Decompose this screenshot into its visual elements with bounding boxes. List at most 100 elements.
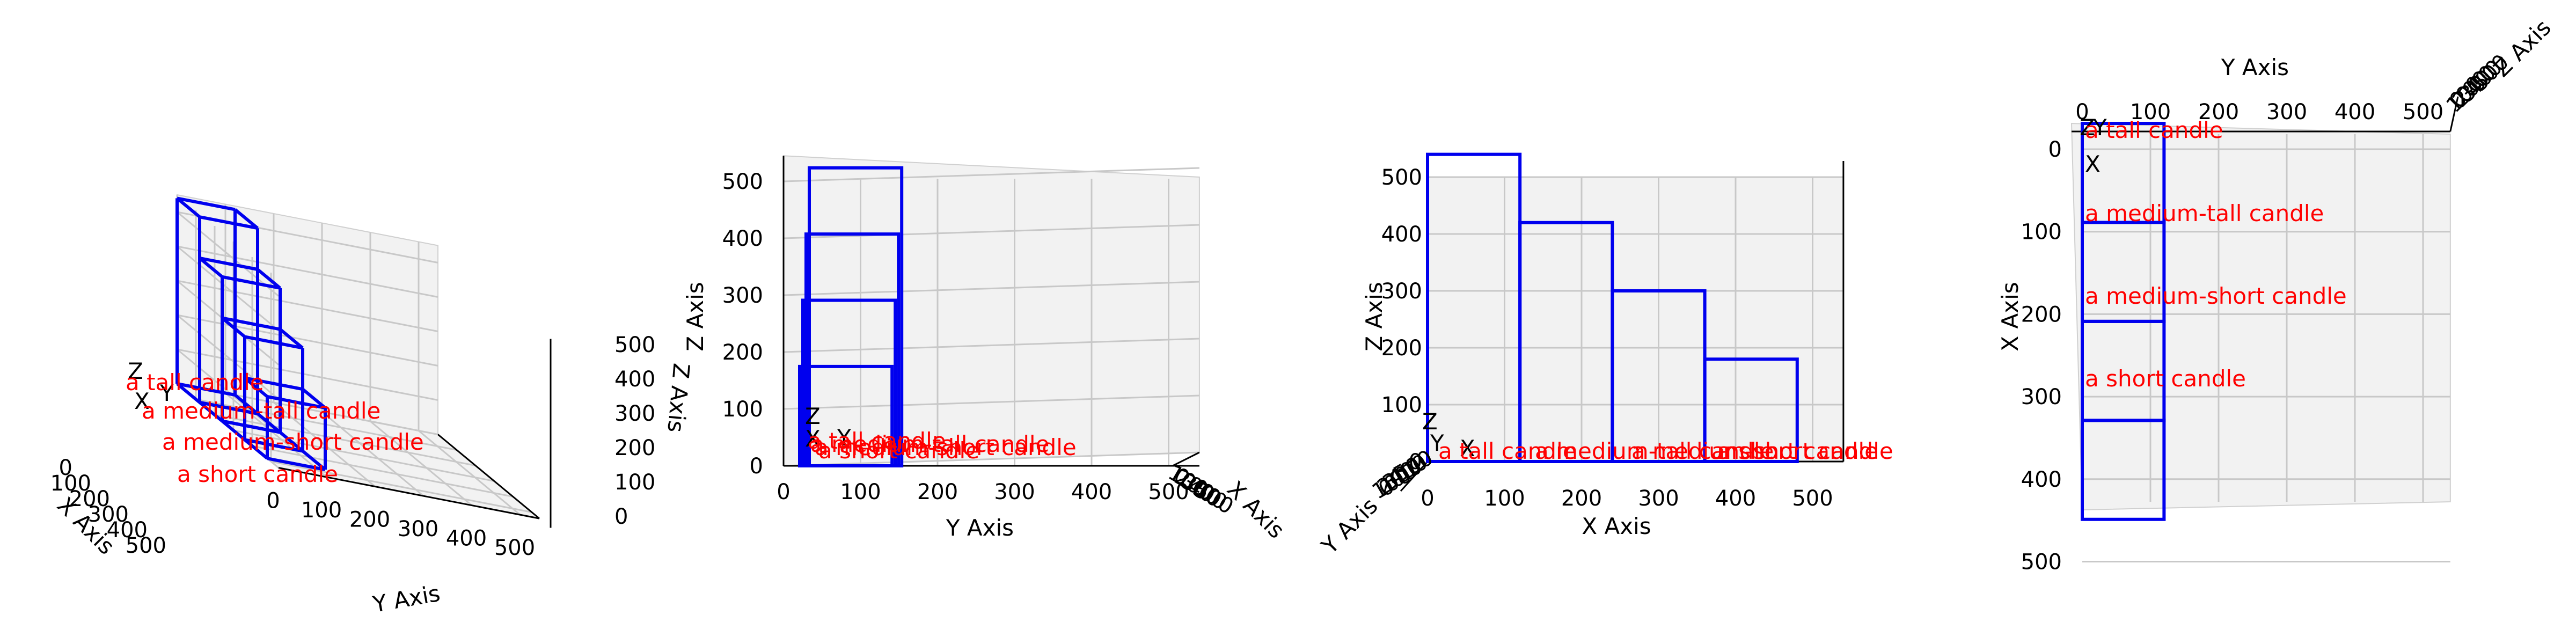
z-tick-label: 400: [1381, 222, 1422, 247]
x-tick-label: 0: [2048, 137, 2062, 162]
y-axis-label: Y Axis: [946, 515, 1014, 541]
y-axis-label: Y Axis: [370, 580, 442, 618]
x-tick-label: 500: [2021, 550, 2062, 575]
z-tick-label: 300: [614, 401, 655, 426]
grid-line: [370, 420, 472, 506]
y-axis-line: [1400, 460, 1429, 492]
candle-box-4: [243, 376, 327, 472]
grid-line: [177, 211, 279, 297]
z-tick-label: 100: [614, 470, 655, 495]
y-tick-label: 0: [266, 489, 280, 514]
x-tick-label: 100: [2021, 220, 2062, 245]
candle-label-1: a tall candle: [2085, 117, 2223, 143]
x-tick-label: 300: [2021, 385, 2062, 409]
x-tick-label: 300: [88, 502, 129, 527]
candle-label-2: a medium-tall candle: [142, 398, 380, 424]
candle-label-3: a medium-short candle: [815, 434, 1077, 460]
candle-box-1: [1426, 152, 1522, 463]
candle-label-4: a short candle: [2085, 365, 2246, 392]
x-tick-label: 0: [1421, 486, 1434, 511]
origin-y-label: Y: [2092, 114, 2107, 141]
z-tick-label: 200: [614, 436, 655, 460]
y-axis-label: Y Axis: [1316, 493, 1383, 560]
grid-line: [252, 445, 514, 497]
candle-box-4: [798, 364, 894, 467]
z-tick-label: 0: [750, 454, 763, 479]
x-tick-label: 400: [2021, 467, 2062, 492]
z-tick-label: 200: [1381, 336, 1422, 361]
y-tick-label: 500: [1148, 480, 1189, 504]
candle-box-4: [2081, 419, 2166, 521]
z-axis-line: [2449, 96, 2459, 132]
x-tick-label: 500: [1792, 486, 1833, 511]
origin-x-label: X: [805, 426, 821, 452]
candle-box-4: [1703, 357, 1799, 463]
origin-y-label: Y: [837, 425, 851, 451]
z-tick-label: 500: [1381, 165, 1422, 190]
grid-line: [321, 411, 424, 497]
origin-x-label: X: [2085, 151, 2101, 177]
x-axis-label: X Axis: [1997, 282, 2023, 351]
y-tick-label: 200: [349, 508, 390, 532]
grid-line: [783, 394, 1199, 410]
z-axis-label: Z Axis: [662, 362, 694, 434]
grid-line: [270, 460, 532, 513]
grid-line: [225, 392, 327, 478]
z-tick-label: 200: [722, 340, 763, 365]
x-axis-label: X Axis: [1582, 513, 1651, 539]
y-tick-label: 0: [777, 480, 790, 504]
z-tick-label: 400: [722, 226, 763, 251]
z-tick-label: 300: [1381, 279, 1422, 304]
x-tick-label: 200: [2021, 302, 2062, 327]
y-tick-label: 200: [917, 480, 958, 504]
x-tick-label: 400: [107, 518, 148, 543]
x-tick-label: 400: [1715, 486, 1756, 511]
y-tick-label: 400: [446, 526, 487, 551]
z-axis-label: Z Axis: [2489, 14, 2556, 82]
origin-x-label: X: [134, 388, 150, 414]
grid-line: [783, 167, 1199, 182]
y-tick-label: 0: [2075, 100, 2089, 125]
z-tick-label: 100: [722, 397, 763, 422]
candle-label-2: a medium-tall candle: [810, 431, 1049, 457]
candle-label-4: a short candle: [818, 437, 979, 464]
z-tick-label: 500: [722, 170, 763, 194]
candle-label-1: a tall candle: [126, 369, 264, 396]
y-tick-label: 400: [1071, 480, 1112, 504]
x-axis-label: X Axis: [1222, 476, 1290, 544]
y-tick-label: 400: [2334, 100, 2375, 125]
pane-back: [783, 155, 1200, 467]
candle-label-2: a medium-tall candle: [2085, 200, 2324, 226]
x-axis-line: [1172, 451, 1200, 467]
grid-line: [783, 281, 1199, 296]
y-axis-label: Y Axis: [2221, 54, 2289, 80]
candle-label-1: a tall candle: [808, 428, 946, 454]
y-axis-line: [437, 434, 540, 519]
grid-line: [418, 430, 521, 516]
candle-label-4: a short candle: [177, 461, 338, 487]
candle-box-2: [1518, 221, 1614, 463]
y-tick-label: 100: [301, 498, 342, 523]
z-tick-label: 0: [1409, 450, 1422, 474]
grid-line: [783, 224, 1199, 239]
origin-z-label: Z: [1422, 408, 1438, 435]
z-axis-label: Z Axis: [682, 282, 708, 351]
y-tick-label: 300: [994, 480, 1035, 504]
y-tick-label: 300: [398, 517, 438, 541]
z-tick-label: 100: [1381, 393, 1422, 418]
origin-y-label: Y: [159, 380, 174, 406]
origin-z-label: Z: [128, 358, 143, 384]
x-tick-label: 500: [126, 533, 166, 558]
candle-label-2: a medium-tall candle: [1535, 438, 1774, 464]
y-tick-label: 200: [2198, 100, 2239, 125]
grid-line: [177, 245, 279, 331]
candle-label-3: a medium-short candle: [162, 429, 424, 455]
z-tick-label: 300: [722, 283, 763, 308]
origin-x-label: X: [1460, 435, 1475, 462]
candle-box-3: [1611, 289, 1707, 463]
candle-label-4: a short candle: [1717, 438, 1878, 464]
pane-floor: [2070, 122, 2451, 511]
z-axis-label: Z Axis: [1361, 282, 1387, 351]
pane-back: [1427, 177, 1844, 462]
z-tick-label: 500: [614, 333, 655, 357]
